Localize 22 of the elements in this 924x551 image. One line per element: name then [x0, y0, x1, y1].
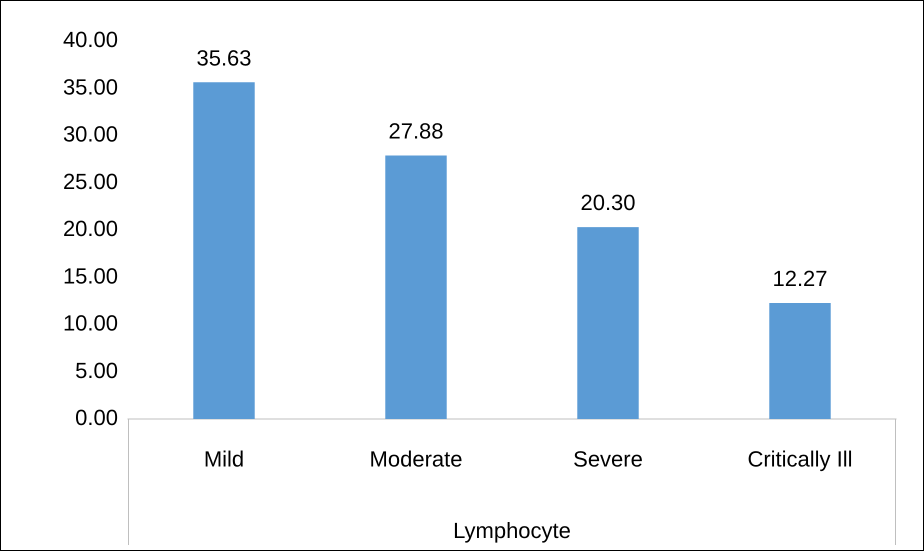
x-tick-label: Mild [204, 446, 244, 472]
y-tick-label: 35.00 [62, 74, 118, 100]
bar [193, 82, 255, 419]
bar [769, 303, 831, 419]
data-label: 12.27 [772, 266, 828, 292]
y-tick-label: 20.00 [62, 216, 118, 242]
data-label: 20.30 [580, 190, 636, 216]
bar [385, 156, 447, 419]
y-tick-label: 15.00 [62, 263, 118, 288]
data-label: 35.63 [196, 45, 252, 70]
x-axis-title: Lymphocyte [453, 518, 571, 543]
y-tick-label: 30.00 [62, 122, 118, 147]
x-tick-label: Critically Ill [747, 446, 853, 472]
y-tick-label: 0.00 [75, 405, 118, 430]
x-tick-label: Moderate [370, 446, 462, 472]
x-tick-label: Severe [573, 446, 643, 472]
y-tick-label: 40.00 [62, 27, 118, 52]
y-tick-label: 5.00 [75, 358, 118, 383]
y-tick-label: 25.00 [62, 168, 118, 194]
bar [577, 227, 639, 419]
y-tick-label: 10.00 [62, 310, 118, 336]
data-label: 27.88 [388, 118, 444, 144]
